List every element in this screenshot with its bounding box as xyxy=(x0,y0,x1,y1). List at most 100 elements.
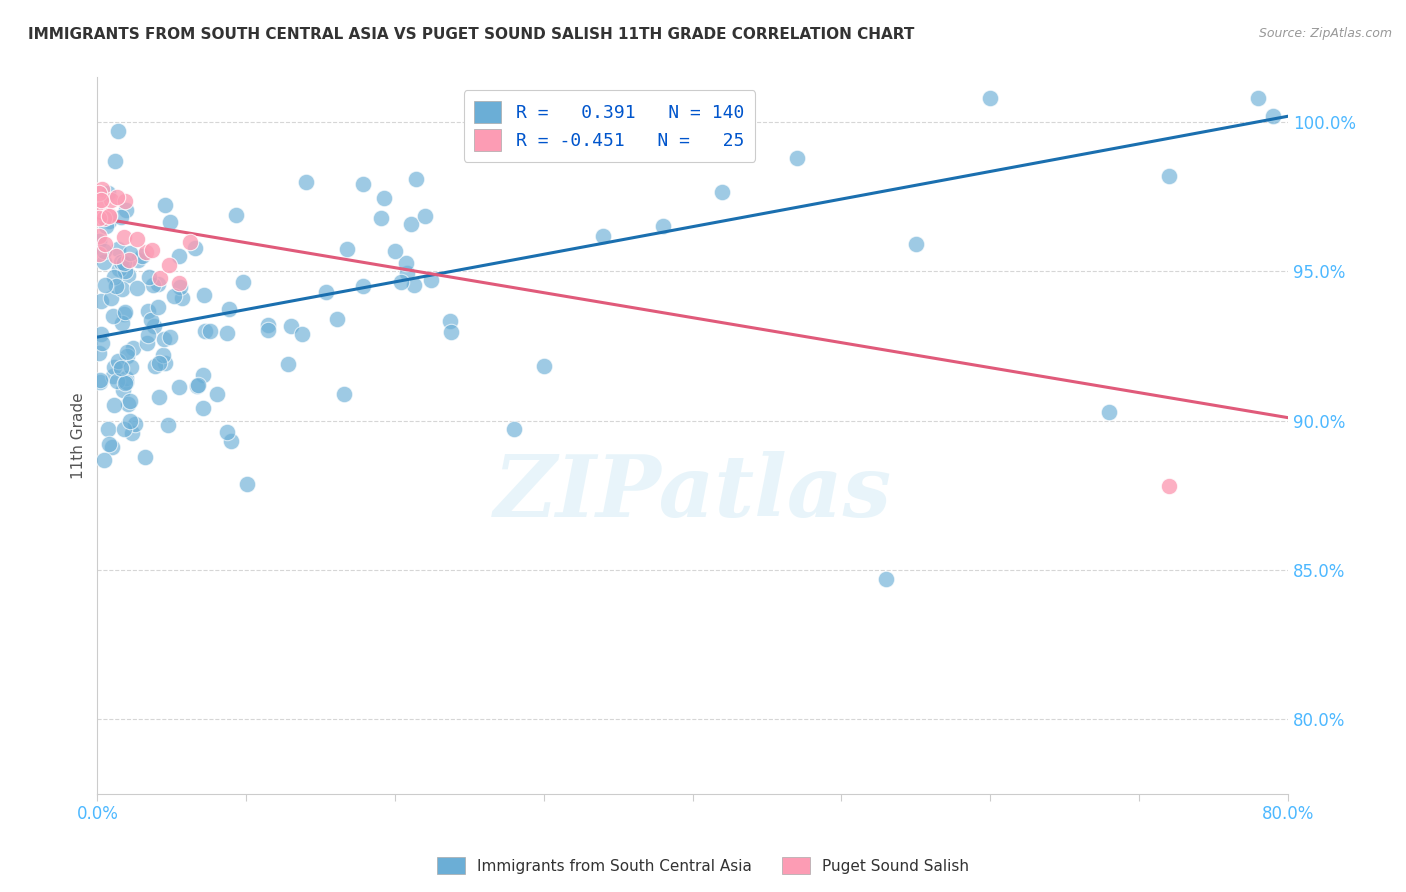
Point xyxy=(336,242,359,256)
Point xyxy=(152,347,174,361)
Point xyxy=(218,301,240,316)
Point xyxy=(94,237,117,252)
Point xyxy=(90,293,112,308)
Point xyxy=(98,213,121,227)
Point xyxy=(89,373,111,387)
Point xyxy=(149,271,172,285)
Point xyxy=(193,288,215,302)
Point xyxy=(93,255,115,269)
Point xyxy=(131,249,153,263)
Point xyxy=(232,275,254,289)
Point xyxy=(1261,109,1284,123)
Point xyxy=(413,210,436,224)
Point xyxy=(93,211,115,226)
Text: Source: ZipAtlas.com: Source: ZipAtlas.com xyxy=(1258,27,1392,40)
Point xyxy=(143,319,166,334)
Point xyxy=(87,345,110,359)
Point xyxy=(90,202,112,216)
Point xyxy=(104,154,127,169)
Point xyxy=(138,270,160,285)
Point xyxy=(405,171,427,186)
Point xyxy=(179,235,201,250)
Point xyxy=(120,414,142,428)
Point xyxy=(215,425,238,440)
Point xyxy=(93,244,115,258)
Point xyxy=(90,326,112,341)
Point xyxy=(127,253,149,268)
Point xyxy=(136,304,159,318)
Point xyxy=(1247,91,1270,105)
Point xyxy=(651,219,673,233)
Point xyxy=(191,401,214,415)
Point xyxy=(90,193,112,207)
Point xyxy=(352,178,374,192)
Point xyxy=(120,360,142,375)
Point xyxy=(146,300,169,314)
Point xyxy=(103,270,125,285)
Point xyxy=(198,324,221,338)
Point xyxy=(148,390,170,404)
Point xyxy=(673,110,696,124)
Y-axis label: 11th Grade: 11th Grade xyxy=(72,392,86,479)
Point xyxy=(170,291,193,305)
Point xyxy=(87,186,110,200)
Point xyxy=(159,330,181,344)
Point xyxy=(503,422,526,436)
Point xyxy=(135,245,157,260)
Point xyxy=(114,376,136,391)
Point xyxy=(112,230,135,244)
Point xyxy=(136,328,159,343)
Point xyxy=(167,249,190,263)
Text: ZIPatlas: ZIPatlas xyxy=(494,451,891,534)
Point xyxy=(112,256,135,270)
Point xyxy=(163,289,186,303)
Point xyxy=(100,193,122,207)
Point xyxy=(115,345,138,359)
Point xyxy=(139,313,162,327)
Point xyxy=(127,281,149,295)
Point xyxy=(236,477,259,491)
Point xyxy=(153,356,176,370)
Point xyxy=(186,378,208,392)
Point xyxy=(112,422,135,436)
Point xyxy=(105,374,128,388)
Point xyxy=(112,307,135,321)
Point xyxy=(100,291,122,305)
Point xyxy=(93,453,115,467)
Point xyxy=(97,186,120,200)
Point xyxy=(105,249,128,263)
Point xyxy=(117,349,139,363)
Point xyxy=(396,266,419,280)
Point xyxy=(562,121,585,136)
Point xyxy=(148,355,170,369)
Point xyxy=(96,219,118,233)
Point xyxy=(402,277,425,292)
Point xyxy=(146,277,169,292)
Point xyxy=(291,326,314,341)
Point xyxy=(384,244,406,258)
Point xyxy=(167,277,190,291)
Point xyxy=(98,437,121,451)
Point xyxy=(277,357,299,371)
Point xyxy=(167,380,190,394)
Point xyxy=(118,253,141,268)
Point xyxy=(194,324,217,338)
Point xyxy=(157,418,180,433)
Legend: Immigrants from South Central Asia, Puget Sound Salish: Immigrants from South Central Asia, Puge… xyxy=(432,851,974,880)
Point xyxy=(112,384,135,398)
Point xyxy=(135,335,157,350)
Point xyxy=(89,246,111,260)
Point xyxy=(1157,169,1180,183)
Point xyxy=(373,190,395,204)
Point xyxy=(124,417,146,432)
Point xyxy=(107,261,129,276)
Point xyxy=(219,434,242,449)
Point xyxy=(333,386,356,401)
Point xyxy=(110,254,132,268)
Point xyxy=(256,318,278,333)
Point xyxy=(711,185,734,199)
Point xyxy=(315,285,337,299)
Point xyxy=(440,326,463,340)
Point xyxy=(215,326,238,340)
Point xyxy=(89,376,111,390)
